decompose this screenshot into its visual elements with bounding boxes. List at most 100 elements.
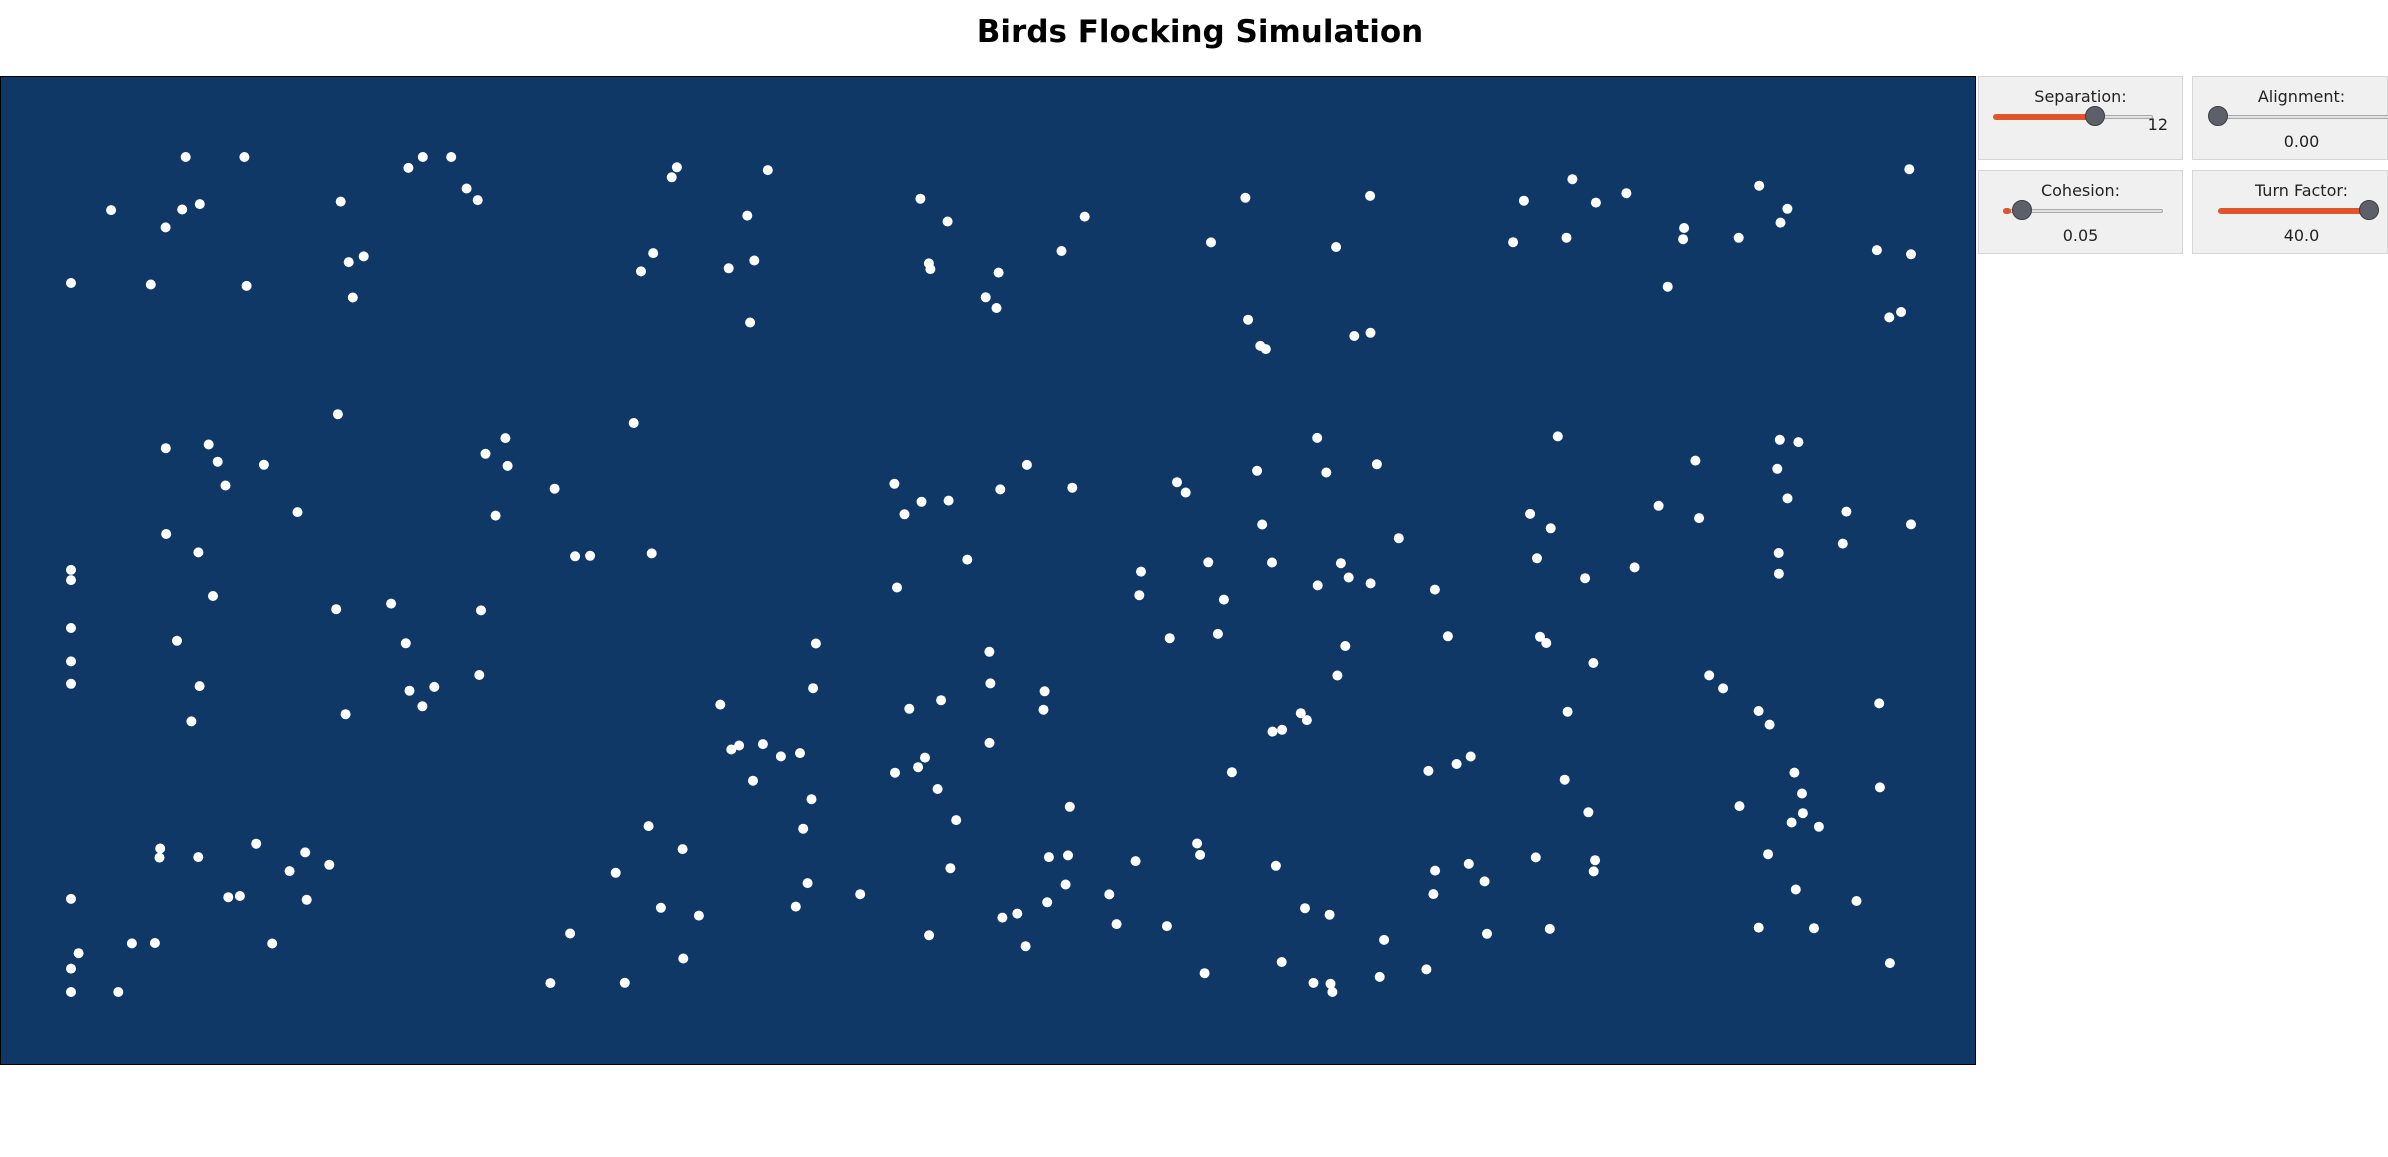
bird xyxy=(1884,958,1895,969)
bird xyxy=(678,953,689,964)
alignment-slider[interactable] xyxy=(2218,115,2388,119)
bird xyxy=(358,251,369,262)
bird xyxy=(386,598,397,609)
bird xyxy=(798,823,809,834)
bird xyxy=(300,847,311,858)
bird xyxy=(1343,572,1354,583)
bird xyxy=(943,495,954,506)
bird xyxy=(331,604,342,615)
bird xyxy=(1813,821,1824,832)
bird xyxy=(1301,715,1312,726)
bird xyxy=(324,859,335,870)
bird xyxy=(234,891,245,901)
bird xyxy=(284,866,295,877)
bird xyxy=(194,681,205,692)
separation-slider-thumb[interactable] xyxy=(2085,106,2105,126)
turn-factor-slider[interactable] xyxy=(2218,208,2374,214)
bird xyxy=(1782,493,1793,504)
bird xyxy=(915,193,926,204)
bird xyxy=(1134,590,1145,601)
bird xyxy=(913,762,924,773)
bird xyxy=(1621,188,1632,199)
bird xyxy=(472,195,483,206)
bird xyxy=(332,409,343,420)
separation-value: 12 xyxy=(2147,115,2168,134)
bird xyxy=(1874,782,1885,793)
bird xyxy=(655,902,666,913)
bird xyxy=(400,638,411,649)
bird xyxy=(1782,203,1793,214)
bird xyxy=(619,977,630,988)
bird xyxy=(945,863,956,874)
bird xyxy=(417,701,428,712)
bird xyxy=(636,266,646,277)
alignment-slider-thumb[interactable] xyxy=(2208,106,2228,126)
bird xyxy=(251,838,262,849)
bird xyxy=(1199,968,1210,979)
bird xyxy=(1371,459,1382,470)
bird xyxy=(1786,817,1797,828)
bird xyxy=(1164,633,1175,644)
bird xyxy=(646,548,657,559)
bird xyxy=(993,267,1004,278)
bird xyxy=(757,739,768,750)
bird xyxy=(1694,513,1705,524)
bird xyxy=(1255,340,1266,351)
bird xyxy=(1252,465,1263,476)
bird xyxy=(66,623,76,633)
bird xyxy=(66,575,76,586)
bird xyxy=(1690,455,1701,466)
turn-factor-slider-thumb[interactable] xyxy=(2359,200,2379,220)
simulation-canvas[interactable] xyxy=(0,76,1976,1065)
bird xyxy=(904,703,915,714)
bird xyxy=(1056,246,1067,256)
bird xyxy=(1267,557,1277,568)
bird xyxy=(1733,232,1744,243)
bird xyxy=(855,889,866,900)
bird xyxy=(545,978,556,989)
bird xyxy=(1064,801,1075,812)
bird xyxy=(1518,195,1529,206)
turn-factor-control: Turn Factor: 40.0 xyxy=(2192,170,2388,254)
bird xyxy=(648,248,659,259)
bird xyxy=(1704,670,1715,681)
bird xyxy=(962,554,973,565)
bird xyxy=(1365,327,1376,338)
bird xyxy=(66,963,76,974)
bird xyxy=(1906,249,1916,260)
bird xyxy=(340,709,351,720)
bird xyxy=(1349,331,1360,341)
bird xyxy=(480,448,491,459)
bird xyxy=(745,317,756,328)
bird xyxy=(802,878,813,889)
bird xyxy=(1772,463,1783,474)
bird xyxy=(1793,437,1804,448)
bird xyxy=(1276,957,1287,967)
bird xyxy=(723,263,734,274)
bird xyxy=(1532,553,1542,564)
bird xyxy=(1809,923,1819,934)
bird xyxy=(1906,519,1916,530)
bird xyxy=(145,279,156,290)
bird xyxy=(73,948,84,959)
bird xyxy=(742,210,753,221)
bird xyxy=(1240,192,1251,203)
bird xyxy=(677,844,688,855)
bird xyxy=(1583,807,1594,818)
bird xyxy=(1335,558,1346,569)
bird xyxy=(446,152,457,162)
separation-control: Separation: 12 xyxy=(1978,76,2183,160)
separation-slider-fill xyxy=(1993,114,2089,120)
bird xyxy=(1393,533,1404,544)
bird xyxy=(154,852,165,863)
bird xyxy=(565,928,576,939)
cohesion-slider-thumb[interactable] xyxy=(2012,200,2032,220)
bird xyxy=(1530,852,1541,863)
bird xyxy=(126,938,137,949)
bird xyxy=(997,912,1008,923)
canvas-background xyxy=(1,77,1975,1064)
bird xyxy=(1773,548,1784,558)
bird xyxy=(942,216,953,227)
bird xyxy=(1552,431,1563,442)
bird xyxy=(1130,856,1141,867)
